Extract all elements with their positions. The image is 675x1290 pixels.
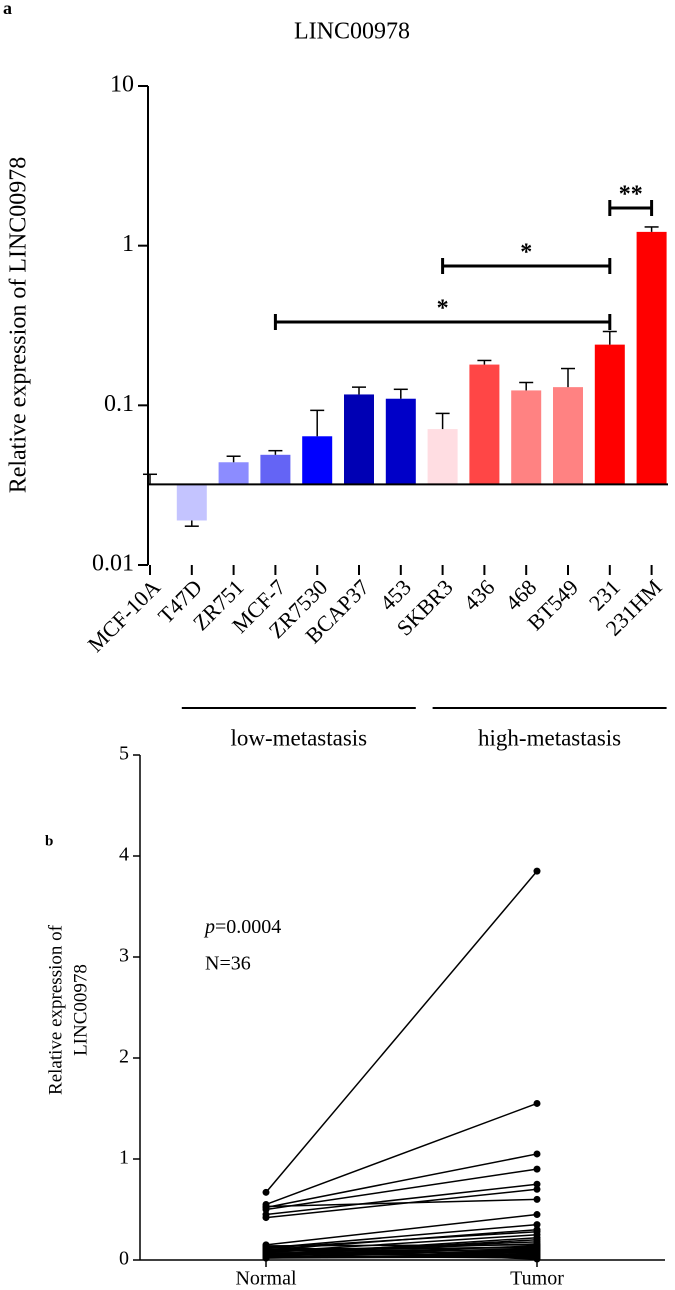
y-tick-label: 2	[119, 1046, 129, 1068]
point	[262, 1214, 270, 1222]
point	[262, 1188, 270, 1196]
y-tick-label: 3	[119, 945, 129, 967]
bar	[594, 344, 625, 485]
point	[533, 867, 541, 875]
group-label: high-metastasis	[478, 725, 621, 750]
significance: *	[437, 296, 449, 322]
y-axis-label: LINC00978	[70, 964, 91, 1056]
pair-line	[265, 1153, 538, 1209]
pair-line	[265, 870, 538, 1193]
bar	[385, 398, 416, 485]
pair-line	[265, 1230, 538, 1249]
pair-line	[265, 1245, 538, 1257]
bar	[427, 429, 458, 485]
y-tick-label: 1	[122, 231, 134, 257]
pair-line	[265, 1249, 538, 1260]
x-tick-label: Normal	[235, 1268, 297, 1290]
y-tick-label: 0.01	[92, 551, 134, 577]
bar	[260, 454, 291, 485]
y-tick-label: 0	[119, 1248, 129, 1270]
y-tick-label: 5	[119, 743, 129, 765]
point	[262, 1252, 270, 1260]
panel-label: b	[45, 833, 53, 849]
bar	[511, 390, 542, 485]
point	[533, 1150, 541, 1158]
pair-line	[265, 1223, 538, 1249]
point	[533, 1228, 541, 1236]
point	[533, 1211, 541, 1219]
stat-label: p=0.0004	[203, 916, 281, 938]
pair-line	[265, 1168, 538, 1211]
point	[533, 1099, 541, 1107]
y-tick-label: 10	[110, 72, 134, 98]
pair-line	[265, 1255, 538, 1258]
x-tick-label: 436	[458, 574, 499, 615]
chart-title: LINC00978	[294, 19, 410, 45]
y-axis-label: Relative expression of	[45, 924, 66, 1095]
point	[533, 1195, 541, 1203]
y-tick-label: 1	[119, 1147, 129, 1169]
pair-line	[265, 1213, 538, 1246]
point	[533, 1185, 541, 1193]
stat-value: =0.0004	[215, 916, 281, 938]
bar	[636, 231, 667, 485]
point	[533, 1255, 541, 1263]
point	[533, 1221, 541, 1229]
significance: *	[520, 240, 532, 266]
stat-symbol: p	[203, 916, 215, 938]
significance: **	[619, 182, 643, 208]
point	[533, 1165, 541, 1173]
bar	[553, 387, 583, 485]
pair-line	[265, 1241, 538, 1253]
point	[262, 1246, 270, 1254]
panel-label: a	[3, 0, 12, 18]
point	[533, 1180, 541, 1188]
x-tick-label: Tumor	[510, 1268, 564, 1290]
bar	[218, 462, 249, 485]
bar	[302, 436, 333, 485]
group-label: low-metastasis	[230, 725, 367, 750]
pair-line	[265, 1102, 538, 1206]
x-tick-label: MCF-10A	[83, 574, 166, 657]
bar	[344, 394, 374, 485]
y-tick-label: 0.1	[104, 391, 134, 417]
bar	[469, 364, 500, 485]
y-axis-label: Relative expression of LINC00978	[6, 157, 32, 494]
pair-line	[265, 1183, 538, 1216]
bar	[176, 484, 207, 521]
y-tick-label: 4	[119, 844, 129, 866]
point	[262, 1202, 270, 1210]
point	[533, 1242, 541, 1250]
n-label: N=36	[205, 953, 251, 975]
pair-line	[265, 1198, 538, 1208]
